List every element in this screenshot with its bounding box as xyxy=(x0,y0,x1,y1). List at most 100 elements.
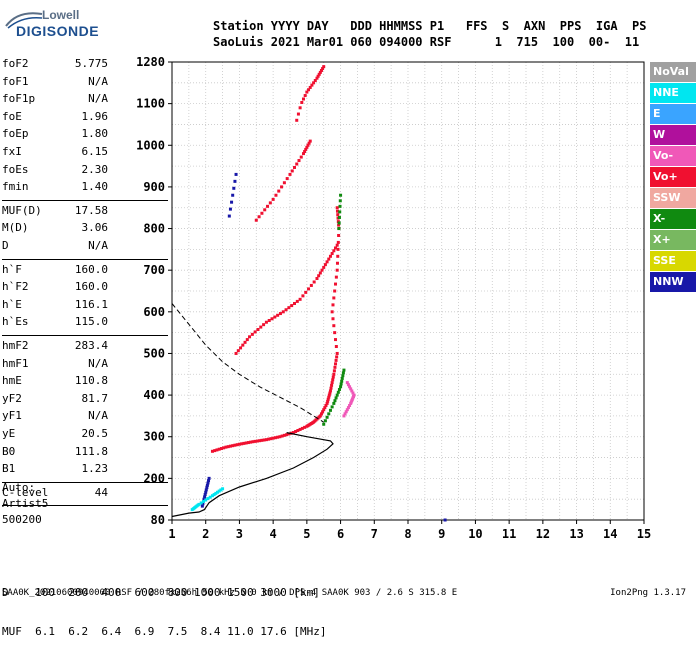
echo-point xyxy=(259,325,263,329)
legend-item-nnw: NNW xyxy=(650,272,696,292)
param-value: N/A xyxy=(88,92,108,106)
echo-point xyxy=(321,410,325,414)
echo-point xyxy=(205,486,209,490)
param-value: N/A xyxy=(88,239,108,252)
echo-point xyxy=(330,383,334,387)
param-name: foF1 xyxy=(2,74,29,88)
echo-point xyxy=(241,343,245,347)
echo-point xyxy=(332,372,336,376)
param-value: 17.58 xyxy=(74,203,108,217)
echo-point xyxy=(295,162,299,166)
echo-point xyxy=(328,254,332,258)
echo-point xyxy=(322,408,326,412)
echo-point xyxy=(239,346,243,350)
x-tick-label: 12 xyxy=(536,527,550,541)
echo-point xyxy=(336,390,340,394)
echo-point xyxy=(295,118,299,122)
echo-point xyxy=(443,518,447,522)
muf-distance-row: D 100 200 400 600 800 1000 1500 3000 [km… xyxy=(2,586,320,599)
echo-point xyxy=(273,436,277,440)
echo-point xyxy=(266,204,270,208)
header-line-1: Station YYYY DAY DDD HHMMSS P1 FFS S AXN… xyxy=(213,19,647,33)
param-name: hmF2 xyxy=(2,339,29,352)
echo-point xyxy=(249,440,253,444)
echo-point xyxy=(234,351,238,355)
param-name: fxI xyxy=(2,145,22,158)
param-name: C-level xyxy=(2,485,49,499)
legend-item-noval: NoVal xyxy=(650,62,696,82)
echo-point xyxy=(260,211,264,215)
x-tick-label: 15 xyxy=(637,527,651,541)
echo-point xyxy=(280,185,284,189)
echo-point xyxy=(327,412,331,416)
param-value: 1.80 xyxy=(81,127,109,141)
param-value: 160.0 xyxy=(74,262,108,276)
param-divider xyxy=(2,335,168,336)
echo-point xyxy=(267,437,271,441)
auto-label: Auto: xyxy=(2,481,36,494)
echo-point xyxy=(307,141,311,145)
echo-point xyxy=(219,488,223,492)
echo-point xyxy=(337,233,341,237)
echo-point xyxy=(334,275,338,279)
echo-point xyxy=(335,261,339,265)
param-row: foEp 1.80 xyxy=(2,127,168,145)
echo-point xyxy=(228,444,232,448)
param-divider xyxy=(2,258,168,260)
echo-point xyxy=(338,204,342,208)
echo-point xyxy=(315,277,319,281)
echo-point xyxy=(323,406,327,410)
x-tick-label: 4 xyxy=(270,527,277,541)
echo-point xyxy=(287,432,291,436)
echo-point xyxy=(284,308,288,312)
echo-point xyxy=(342,414,346,418)
echo-point xyxy=(328,408,332,412)
param-value: 160.0 xyxy=(74,280,108,294)
x-tick-label: 10 xyxy=(468,527,482,541)
echo-point xyxy=(217,489,221,493)
logo-text-top: Lowell xyxy=(42,8,80,22)
param-name: foF2 xyxy=(2,57,29,70)
echo-point xyxy=(236,349,240,353)
param-value: 1.40 xyxy=(81,180,109,194)
echo-point xyxy=(303,425,307,429)
param-row: foE 1.96 xyxy=(2,110,168,128)
param-value: 2.30 xyxy=(81,162,109,176)
param-name: yE xyxy=(2,427,16,440)
echo-point xyxy=(273,315,277,319)
param-row: D N/A xyxy=(2,239,168,257)
echo-point xyxy=(300,426,304,430)
echo-point xyxy=(295,299,299,303)
param-value: 3.06 xyxy=(81,221,109,235)
echo-point xyxy=(228,207,232,211)
param-row: M(D) 3.06 xyxy=(2,221,168,239)
echo-point xyxy=(291,431,295,435)
echo-point xyxy=(256,328,260,332)
param-name: h`E xyxy=(2,297,22,311)
y-tick-label: 1000 xyxy=(136,138,165,152)
echo-point xyxy=(308,85,312,89)
echo-point xyxy=(226,445,230,449)
echo-point xyxy=(332,249,336,253)
echo-point xyxy=(298,106,302,110)
echo-point xyxy=(269,437,273,441)
param-row: h`E 116.1 xyxy=(2,298,168,316)
echo-point xyxy=(237,442,241,446)
y-tick-label: 1280 xyxy=(136,55,165,69)
echo-point xyxy=(325,415,329,419)
echo-point xyxy=(344,410,348,414)
echo-point xyxy=(288,172,292,176)
echo-point xyxy=(207,479,211,483)
param-name: yF1 xyxy=(2,409,22,423)
logo-swoosh-icon xyxy=(5,12,43,29)
echo-point xyxy=(339,193,343,197)
echo-point xyxy=(246,441,250,445)
param-name: h`F xyxy=(2,262,22,276)
echo-point xyxy=(278,312,282,316)
echo-point xyxy=(199,501,203,505)
param-value: 1.96 xyxy=(81,109,109,123)
x-tick-label: 13 xyxy=(569,527,583,541)
y-tick-label: 500 xyxy=(143,346,165,360)
echo-point xyxy=(277,189,281,193)
echo-point xyxy=(224,445,228,449)
